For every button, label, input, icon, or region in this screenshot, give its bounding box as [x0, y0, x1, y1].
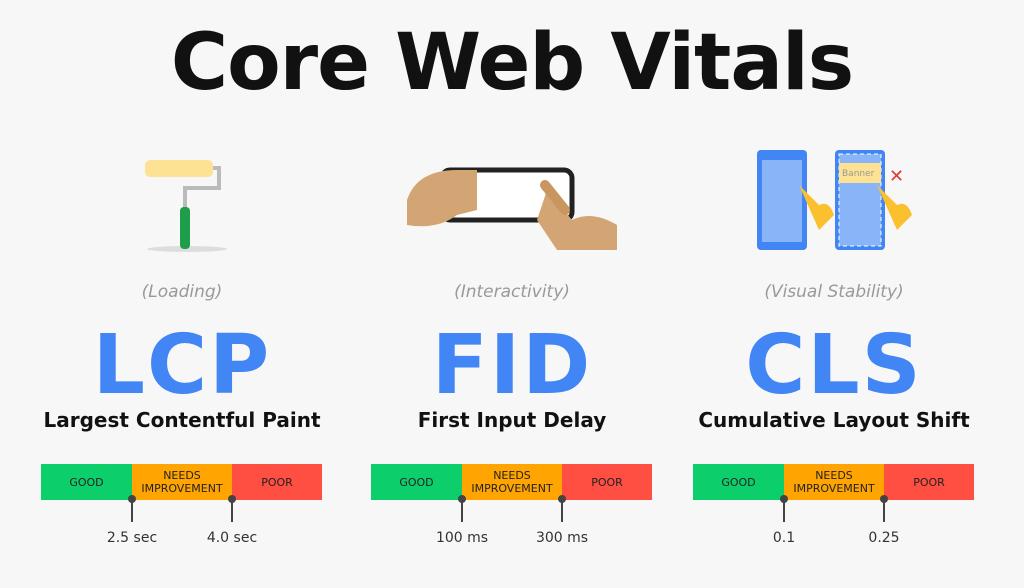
category-label: (Interactivity): [454, 282, 570, 302]
threshold-dot: [228, 495, 236, 503]
threshold-tick: [461, 496, 463, 522]
poor-segment: POOR: [884, 464, 974, 500]
metric-cls: Banner ✕ (Visual Stability) CLS Cumulati…: [689, 0, 979, 588]
threshold-label: 0.25: [868, 530, 900, 546]
threshold-label: 300 ms: [535, 530, 589, 546]
metric-abbr: FID: [431, 318, 593, 413]
threshold-bar: GOOD NEEDS IMPROVEMENT POOR: [693, 464, 974, 500]
hands-phone-tap-icon: [407, 167, 617, 250]
good-segment: GOOD: [693, 464, 784, 500]
threshold-tick: [561, 496, 563, 522]
metric-abbr: LCP: [92, 318, 272, 413]
threshold-tick: [783, 496, 785, 522]
threshold-label: 0.1: [772, 530, 796, 546]
threshold-tick: [131, 496, 133, 522]
page-title: Core Web Vitals: [170, 18, 854, 108]
threshold-dot: [880, 495, 888, 503]
metric-name: Cumulative Layout Shift: [698, 408, 970, 432]
paint-roller-icon: [145, 160, 227, 252]
metric-fid: (Interactivity) FID First Input Delay GO…: [367, 0, 657, 588]
threshold-tick: [883, 496, 885, 522]
poor-segment: POOR: [232, 464, 322, 500]
metric-name: First Input Delay: [417, 408, 607, 432]
threshold-dot: [458, 495, 466, 503]
category-label: (Loading): [141, 282, 223, 302]
category-label: (Visual Stability): [764, 282, 904, 302]
needs-improvement-segment: NEEDS IMPROVEMENT: [462, 464, 562, 500]
threshold-tick: [231, 496, 233, 522]
threshold-bar: GOOD NEEDS IMPROVEMENT POOR: [371, 464, 652, 500]
threshold-dot: [558, 495, 566, 503]
good-segment: GOOD: [41, 464, 132, 500]
metric-name: Largest Contentful Paint: [43, 408, 321, 432]
metric-lcp: (Loading) LCP Largest Contentful Paint G…: [37, 0, 327, 588]
layout-shift-phones-icon: Banner ✕: [757, 150, 912, 250]
banner-label: Banner: [842, 169, 875, 179]
metric-abbr: CLS: [745, 318, 923, 413]
svg-text:✕: ✕: [889, 166, 904, 187]
threshold-dot: [128, 495, 136, 503]
threshold-dot: [780, 495, 788, 503]
threshold-label: 4.0 sec: [206, 530, 258, 546]
threshold-label: 100 ms: [435, 530, 489, 546]
good-segment: GOOD: [371, 464, 462, 500]
needs-improvement-segment: NEEDS IMPROVEMENT: [132, 464, 232, 500]
threshold-bar: GOOD NEEDS IMPROVEMENT POOR: [41, 464, 322, 500]
needs-improvement-segment: NEEDS IMPROVEMENT: [784, 464, 884, 500]
poor-segment: POOR: [562, 464, 652, 500]
threshold-label: 2.5 sec: [106, 530, 158, 546]
